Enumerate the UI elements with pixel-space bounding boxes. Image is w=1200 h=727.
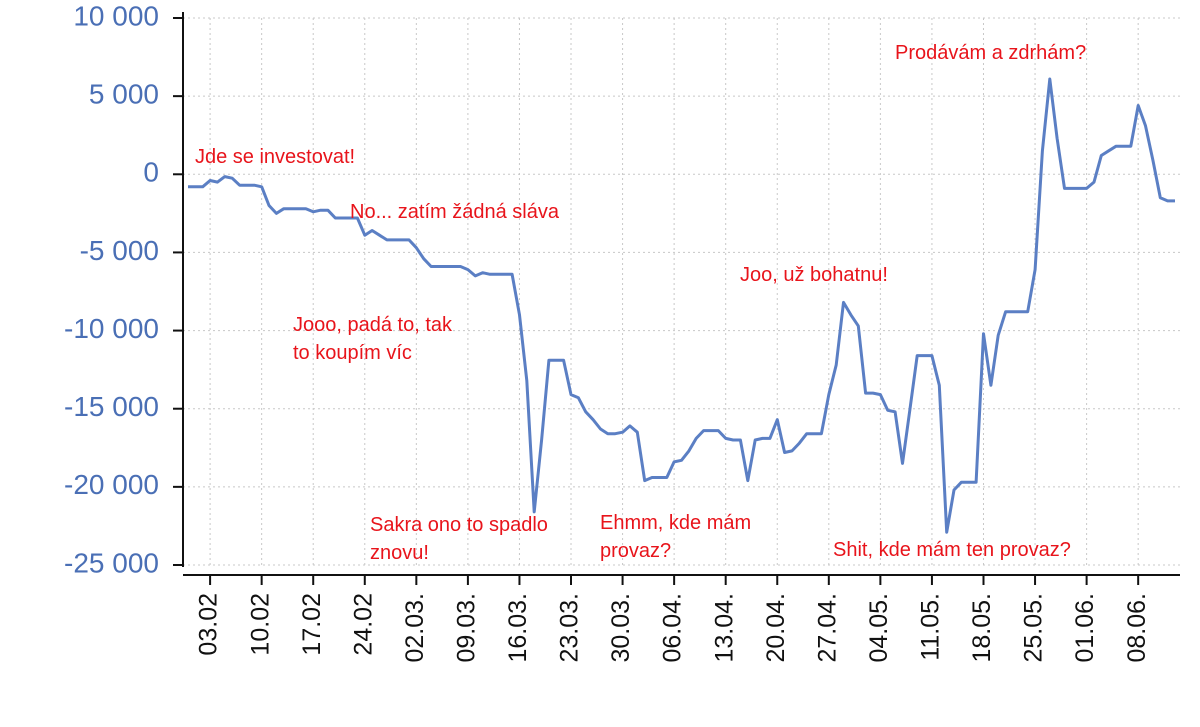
annotation: provaz? bbox=[600, 540, 671, 562]
y-tick-label: 5 000 bbox=[89, 79, 159, 110]
x-tick-label: 01.06. bbox=[1071, 593, 1099, 663]
annotation: Ehmm, kde mám bbox=[600, 512, 751, 534]
x-tick-label: 04.05. bbox=[865, 593, 893, 663]
x-tick-label: 09.03. bbox=[453, 593, 481, 663]
x-tick-label: 08.06. bbox=[1123, 593, 1151, 663]
x-tick-label: 18.05. bbox=[968, 593, 996, 663]
y-tick-label: -10 000 bbox=[64, 313, 159, 344]
y-tick-label: -20 000 bbox=[64, 469, 159, 500]
x-tick-label: 20.04. bbox=[762, 593, 790, 663]
x-tick-label: 06.04. bbox=[659, 593, 687, 663]
x-tick-label: 17.02 bbox=[298, 593, 326, 656]
y-tick-label: -15 000 bbox=[64, 391, 159, 422]
x-tick-label: 10.02 bbox=[246, 593, 274, 656]
x-tick-label: 02.03. bbox=[401, 593, 429, 663]
x-tick-label: 11.05. bbox=[917, 593, 945, 661]
annotation: No... zatím žádná sláva bbox=[350, 201, 560, 223]
annotation: Jde se investovat! bbox=[195, 146, 355, 168]
x-tick-label: 27.04. bbox=[813, 593, 841, 663]
y-tick-label: 10 000 bbox=[73, 0, 159, 31]
x-tick-label: 25.05. bbox=[1020, 593, 1048, 663]
x-tick-label: 30.03. bbox=[607, 593, 635, 663]
x-tick-label: 03.02 bbox=[195, 593, 223, 656]
x-tick-label: 16.03. bbox=[504, 593, 532, 663]
x-tick-label: 23.03. bbox=[556, 593, 584, 663]
annotation: Sakra ono to spadlo bbox=[370, 514, 548, 536]
annotation: Shit, kde mám ten provaz? bbox=[833, 539, 1071, 561]
y-tick-label: 0 bbox=[143, 157, 159, 188]
x-tick-label: 13.04. bbox=[710, 593, 738, 663]
annotation: znovu! bbox=[370, 542, 429, 564]
x-tick-label: 24.02 bbox=[349, 593, 377, 656]
y-tick-label: -5 000 bbox=[80, 235, 159, 266]
annotation: Prodávám a zdrhám? bbox=[895, 42, 1086, 64]
annotation: to koupím víc bbox=[293, 342, 412, 364]
data-line bbox=[188, 77, 1175, 534]
y-tick-label: -25 000 bbox=[64, 547, 159, 578]
annotation: Joo, už bohatnu! bbox=[740, 264, 888, 286]
annotation: Jooo, padá to, tak bbox=[293, 314, 453, 336]
